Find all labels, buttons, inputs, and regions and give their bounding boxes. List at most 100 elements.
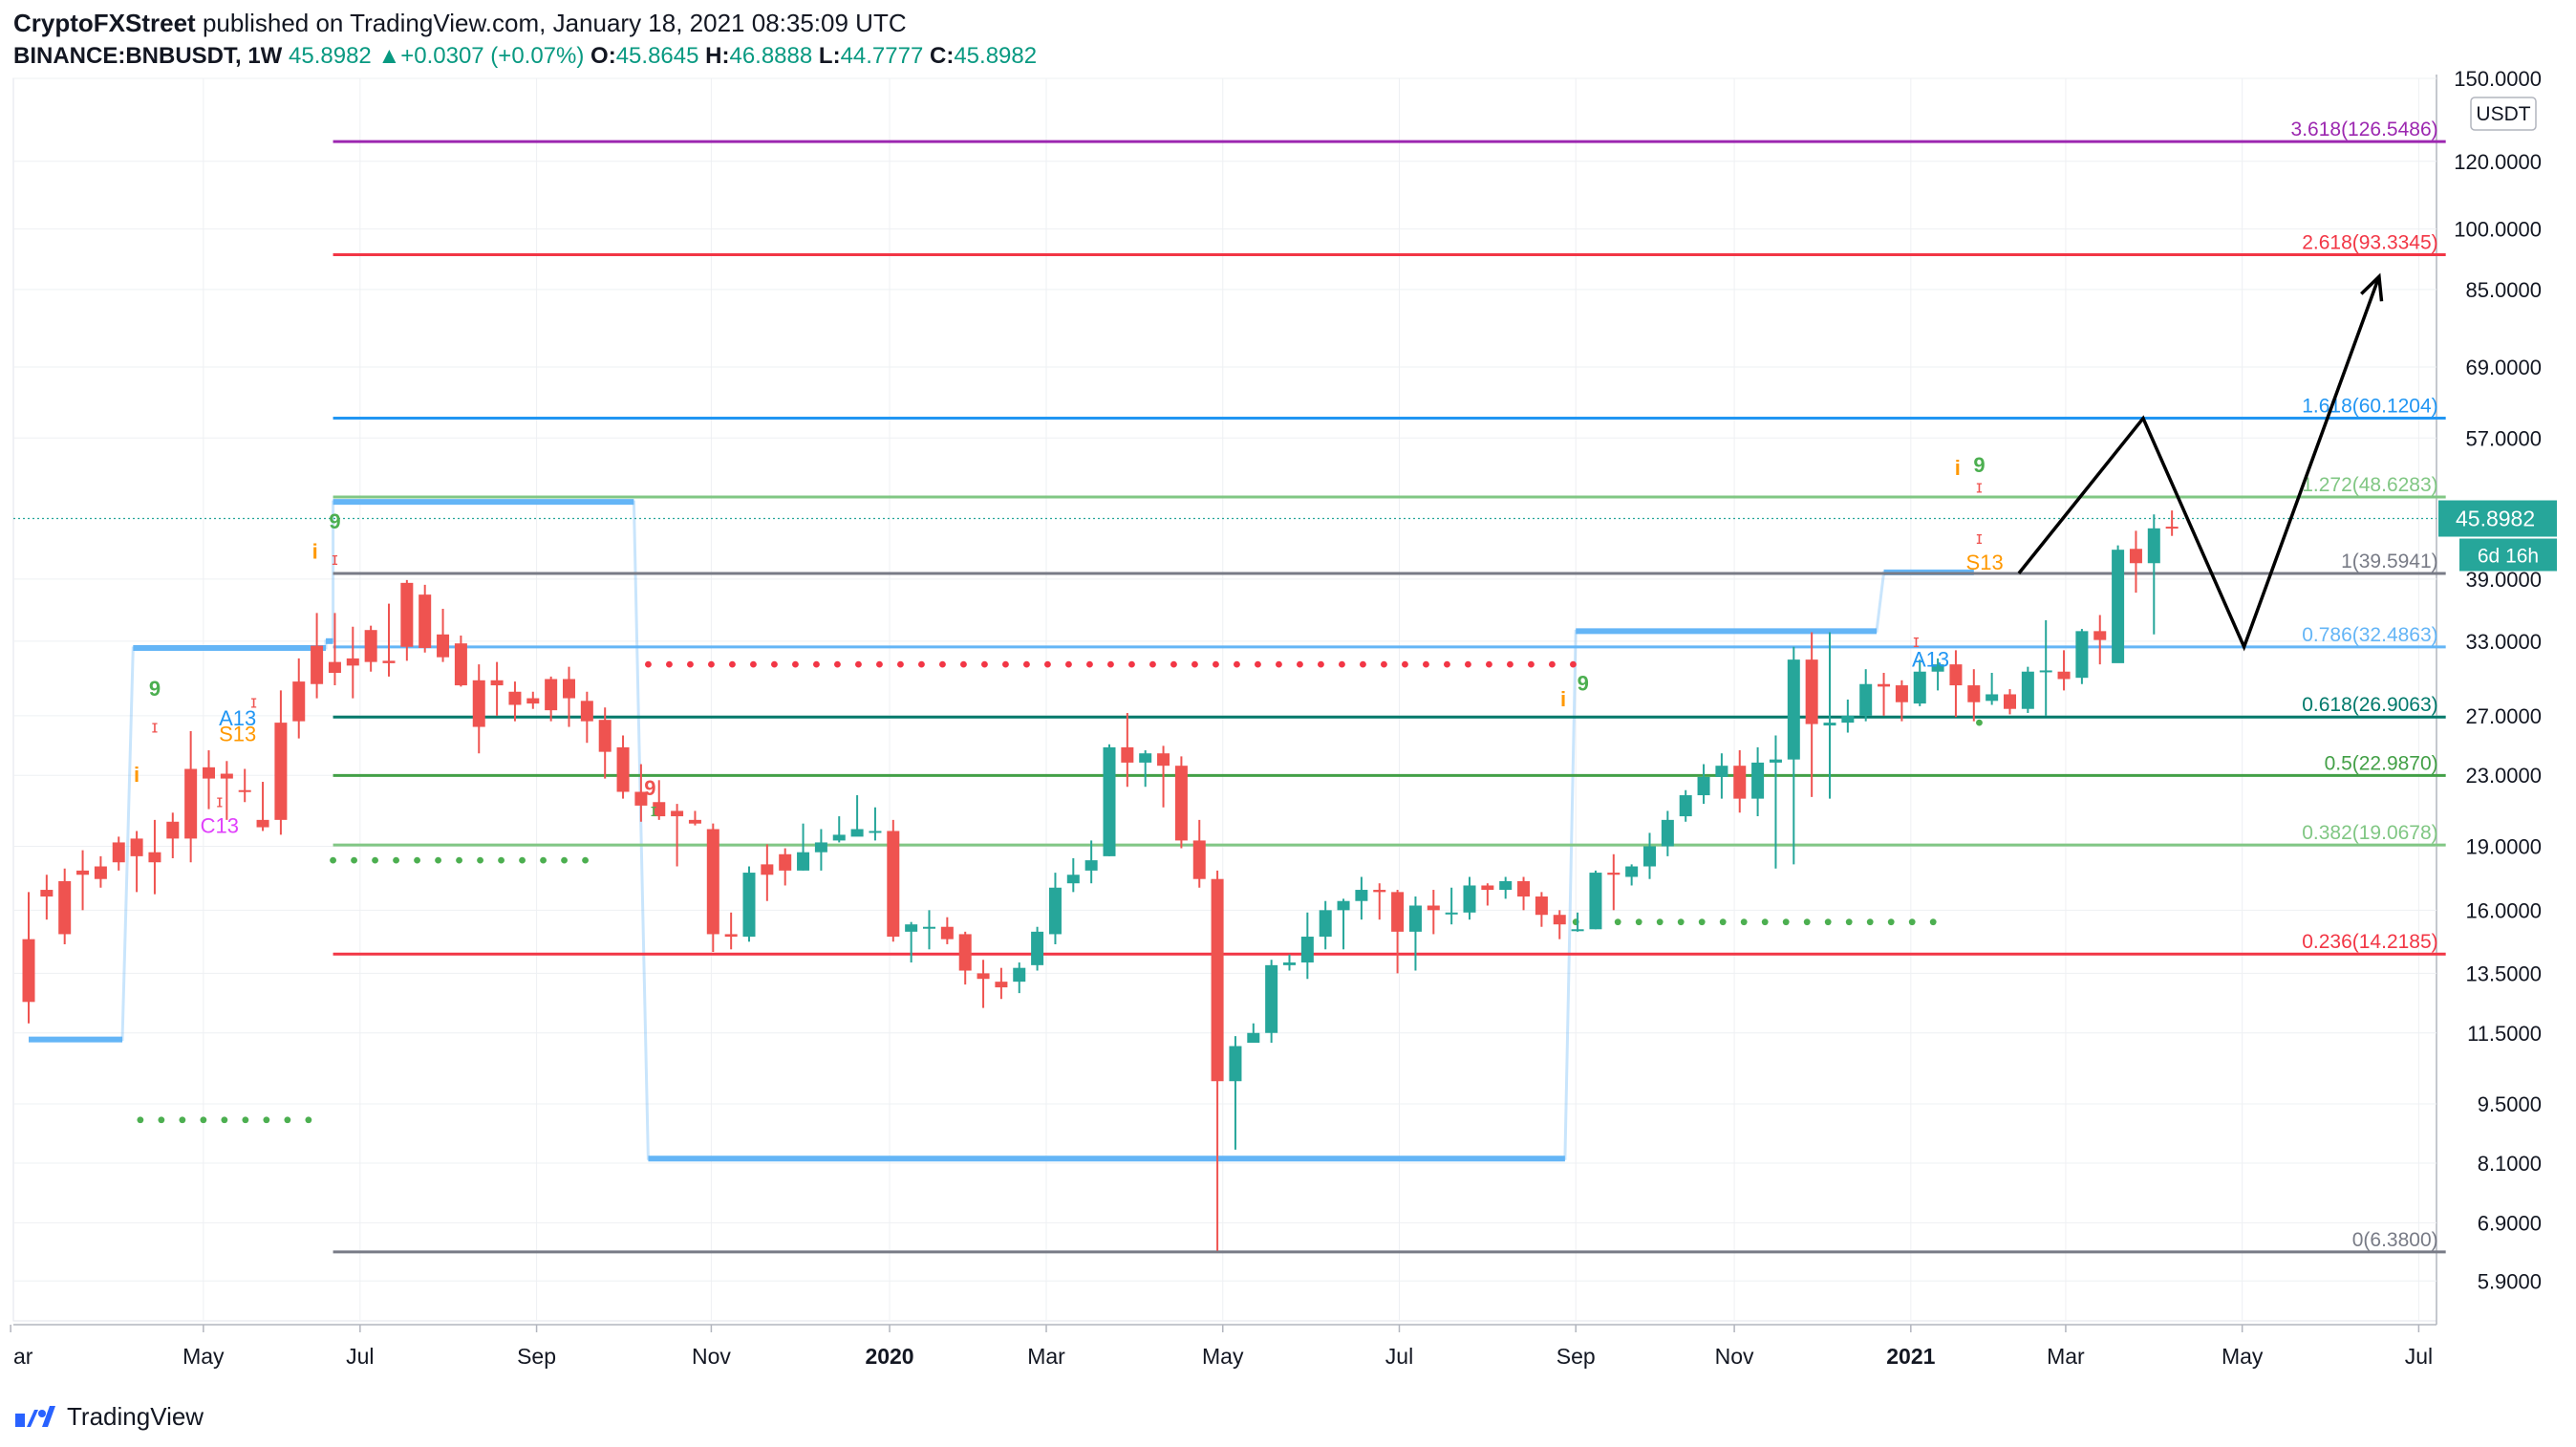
support-dotted-line-dot (263, 1116, 270, 1124)
candle-bullish (1355, 890, 1368, 901)
support-dotted-line-dot (137, 1116, 144, 1124)
td-sequential-mark: ɪ (1976, 478, 1982, 497)
support-dotted-line-dot (305, 1116, 312, 1124)
resistance-dotted-line-dot (918, 660, 925, 668)
time-axis-label: May (182, 1344, 225, 1369)
resistance-dotted-line-dot (1339, 660, 1345, 668)
resistance-dotted-line-dot (1381, 660, 1387, 668)
candle-bullish (1697, 776, 1710, 796)
last-price: 45.8982 (289, 43, 372, 69)
candle-bullish (814, 842, 827, 853)
candle-bullish (1337, 900, 1350, 911)
candle-bearish (671, 810, 684, 817)
candle-bearish (311, 645, 324, 684)
candle-bearish (526, 698, 540, 704)
resistance-dotted-line-dot (1297, 660, 1303, 668)
support-dotted-line-dot (158, 1116, 165, 1124)
resistance-dotted-line-dot (1549, 660, 1556, 668)
author-name[interactable]: CryptoFXStreet (13, 9, 196, 37)
candle-bullish (1986, 694, 1999, 702)
published-text: published on TradingView.com, January 18… (202, 9, 907, 37)
support-dotted-line-dot (1656, 918, 1664, 926)
candle-bullish (1283, 962, 1296, 965)
fib-level-label: 0.618(26.9063) (2302, 694, 2437, 716)
price-axis-label: 8.1000 (2478, 1152, 2542, 1176)
price-axis-label: 9.5000 (2478, 1092, 2542, 1116)
candle-bearish (58, 880, 72, 935)
candle-bearish (364, 630, 377, 662)
symbol-label[interactable]: BINANCE:BNBUSDT, 1W (13, 43, 283, 69)
tradingview-footer[interactable]: TradingView (13, 1397, 204, 1436)
resistance-dotted-line-dot (1191, 660, 1198, 668)
candle-bullish (2112, 550, 2125, 663)
supply-demand-band-outline (29, 500, 1974, 1160)
resistance-dotted-line-dot (1423, 660, 1429, 668)
resistance-dotted-line-dot (1149, 660, 1156, 668)
candle-bullish (1013, 967, 1026, 983)
current-price-label: 45.8982 (2456, 507, 2535, 531)
candle-bullish (1445, 912, 1458, 915)
chart-pane-border (12, 77, 2437, 1322)
resistance-dotted-line-dot (1528, 660, 1535, 668)
candle-bearish (256, 819, 269, 828)
td-sequential-mark: ɪ (152, 718, 158, 737)
resistance-dotted-line-dot (813, 660, 820, 668)
time-axis-label: Jul (2405, 1344, 2433, 1369)
td-sequential-mark: S13 (219, 723, 256, 746)
low-label: L: (818, 43, 841, 69)
current-price-box (2438, 500, 2557, 537)
candle-bearish (1517, 880, 1531, 897)
resistance-dotted-line-dot (729, 660, 736, 668)
candle-bearish (580, 701, 593, 722)
resistance-dotted-line-dot (1107, 660, 1114, 668)
candle-bearish (779, 853, 792, 871)
resistance-dotted-line-dot (1213, 660, 1219, 668)
candle-bullish (1319, 910, 1332, 938)
candle-bullish (1859, 683, 1873, 716)
resistance-dotted-line-dot (1234, 660, 1240, 668)
candle-bearish (94, 866, 107, 879)
candle-bullish (832, 834, 846, 841)
support-dotted-line-dot (221, 1116, 228, 1124)
time-axis-label: May (1202, 1344, 1244, 1369)
candle-bearish (292, 681, 306, 722)
publisher-line: CryptoFXStreet published on TradingView.… (13, 6, 1924, 40)
fib-level-label: 0.236(14.2185) (2302, 931, 2437, 953)
support-dotted-line-dot (1929, 918, 1937, 926)
candle-bearish (2165, 527, 2179, 529)
candle-bearish (958, 934, 972, 971)
candle-bullish (1679, 795, 1692, 817)
price-axis-label: 16.0000 (2465, 898, 2542, 922)
support-dotted-line-dot (561, 856, 568, 864)
resistance-dotted-line-dot (897, 660, 904, 668)
candle-bearish (346, 658, 359, 666)
resistance-dotted-line-dot (1507, 660, 1513, 668)
support-dotted-line-dot (1698, 918, 1706, 926)
projection-arrowhead-icon (2360, 272, 2384, 302)
resistance-dotted-line-dot (1170, 660, 1177, 668)
candle-bearish (1174, 766, 1188, 841)
price-axis-label: 150.0000 (2454, 67, 2542, 91)
resistance-dotted-line-dot (792, 660, 799, 668)
resistance-dotted-line-dot (1570, 660, 1577, 668)
chart-header: CryptoFXStreet published on TradingView.… (13, 6, 1924, 73)
candle-bullish (1913, 671, 1926, 704)
resistance-dotted-line-dot (1465, 660, 1471, 668)
candle-bearish (1895, 685, 1908, 702)
candle-bearish (545, 679, 558, 711)
td-sequential-mark: ɪ (1976, 529, 1982, 548)
candle-bearish (1373, 890, 1386, 893)
candle-bullish (1787, 659, 1800, 760)
td-sequential-mark: 9 (1973, 453, 1985, 477)
candle-bullish (742, 873, 756, 938)
resistance-dotted-line-dot (1444, 660, 1450, 668)
candle-bearish (761, 864, 774, 875)
projection-path (2017, 275, 2381, 652)
candle-bearish (184, 768, 198, 839)
candle-bearish (688, 819, 701, 824)
td-sequential-mark: 9 (644, 776, 655, 800)
fib-level-label: 2.618(93.3345) (2302, 232, 2437, 254)
candle-bearish (328, 661, 341, 674)
candle-bearish (130, 838, 143, 856)
